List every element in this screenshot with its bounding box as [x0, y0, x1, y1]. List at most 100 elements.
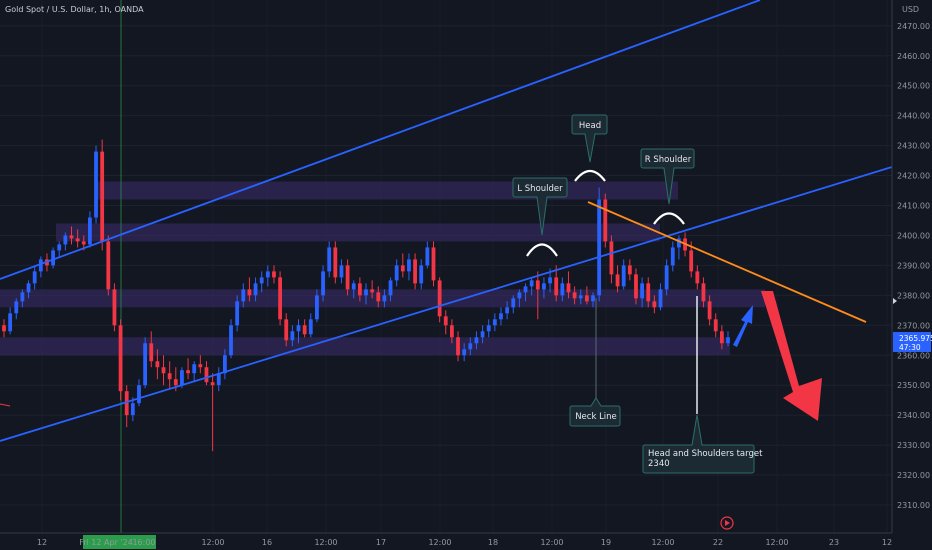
candle-body: [124, 391, 129, 416]
time-marker-tag: [83, 535, 156, 549]
price-axis[interactable]: 2310.00 2320.00 2330.00 2340.00 2350.00 2360.…: [897, 22, 930, 510]
candle-body: [339, 265, 344, 278]
candle-body: [689, 250, 694, 272]
time-tick-label: Fri 12 Apr '24: [79, 538, 133, 547]
candle-body: [376, 292, 381, 302]
candle-body: [634, 274, 638, 299]
time-axis-bg: [0, 533, 932, 550]
time-tick-label: 16: [262, 538, 272, 547]
r-shoulder-callout[interactable]: R Shoulder: [640, 148, 695, 205]
replay-icon[interactable]: [720, 516, 734, 530]
candle-body: [572, 292, 577, 299]
candle-body: [26, 283, 31, 293]
candle-body: [652, 301, 657, 308]
candle-body: [210, 382, 215, 386]
time-tick-label: 19: [601, 538, 611, 547]
candle-body: [8, 313, 13, 332]
price-axis-chevron-icon[interactable]: [893, 298, 897, 304]
candlestick-series: [2, 139, 730, 452]
candle-body: [468, 343, 473, 350]
head-callout[interactable]: Head: [571, 114, 608, 163]
candle-body: [302, 325, 307, 335]
price-tick-label: 2420.00: [897, 172, 930, 181]
upper-channel-line[interactable]: [0, 0, 761, 280]
price-tick-label: 2340.00: [897, 411, 930, 420]
candle-body: [425, 247, 430, 266]
candle-body: [419, 265, 424, 284]
time-tick-label: 12: [37, 538, 47, 547]
candle-body: [584, 295, 589, 302]
candle-body: [20, 292, 25, 302]
candle-body: [87, 217, 92, 245]
price-tick-label: 2470.00: [897, 22, 930, 31]
candle-body: [707, 301, 712, 320]
candle-body: [456, 337, 460, 356]
time-tick-label: 17: [376, 538, 386, 547]
candle-body: [388, 280, 393, 296]
time-axis[interactable]: 12 Fri 12 Apr '24 16:00 12:00 16 12:00 17 12:00…: [37, 538, 892, 547]
candle-body: [235, 301, 240, 326]
time-tick-label: 22: [713, 538, 723, 547]
candle-body: [615, 274, 620, 287]
candle-body: [278, 277, 283, 320]
candle-body: [646, 283, 651, 302]
current-price-tag: 2365.975 47:30: [893, 332, 932, 352]
candle-body: [566, 283, 571, 293]
candle-body: [259, 277, 264, 284]
lower-channel-line[interactable]: [0, 166, 893, 442]
price-tick-label: 2330.00: [897, 441, 930, 450]
candle-body: [492, 319, 497, 326]
candle-body: [14, 301, 19, 314]
candle-body: [499, 313, 503, 320]
countdown-timer: 47:30: [899, 343, 921, 352]
candle-body: [597, 199, 602, 296]
time-tick-label: 16:00: [132, 538, 155, 547]
candle-body: [486, 325, 491, 332]
candle-body: [394, 265, 399, 281]
price-tick-label: 2390.00: [897, 261, 930, 270]
candle-body: [94, 151, 98, 218]
candle-body: [112, 289, 117, 326]
candle-body: [431, 247, 436, 281]
time-tick-label: 12:00: [428, 538, 451, 547]
candle-body: [505, 307, 510, 314]
candle-body: [265, 271, 270, 278]
candle-body: [554, 277, 559, 296]
candle-body: [290, 331, 295, 341]
zone-rect: [0, 337, 730, 356]
candle-body: [167, 373, 172, 380]
chart-title: Gold Spot / U.S. Dollar, 1h, OANDA: [5, 5, 144, 14]
candle-body: [69, 235, 74, 239]
candle-body: [130, 403, 135, 416]
candle-body: [32, 271, 37, 284]
target-callout[interactable]: Head and Shoulders target 2340: [642, 414, 765, 474]
candle-body: [173, 379, 178, 386]
zone-rect: [96, 181, 678, 200]
candle-body: [57, 244, 62, 251]
time-tick-label: 12:00: [651, 538, 674, 547]
candle-body: [149, 343, 154, 362]
candle-body: [474, 337, 479, 344]
head-label: Head: [579, 121, 601, 131]
candle-body: [333, 247, 338, 278]
neck-line-callout[interactable]: Neck Line: [569, 397, 621, 427]
candle-body: [51, 250, 55, 266]
candle-body: [701, 283, 706, 302]
time-tick-label: 12: [882, 538, 892, 547]
candle-body: [216, 373, 221, 386]
neckline-orange[interactable]: [587, 201, 867, 323]
price-tick-label: 2320.00: [897, 471, 930, 480]
candle-body: [198, 364, 203, 368]
candle-body: [621, 265, 626, 287]
l-shoulder-callout[interactable]: L Shoulder: [512, 177, 568, 236]
candle-body: [161, 367, 166, 374]
price-tick-label: 2360.00: [897, 351, 930, 360]
candle-body: [370, 289, 375, 293]
candle-body: [63, 235, 68, 245]
l-shoulder-arc: [526, 243, 558, 257]
candle-body: [382, 295, 387, 302]
candle-body: [315, 295, 319, 320]
candle-body: [443, 316, 448, 326]
candle-body: [591, 295, 595, 302]
